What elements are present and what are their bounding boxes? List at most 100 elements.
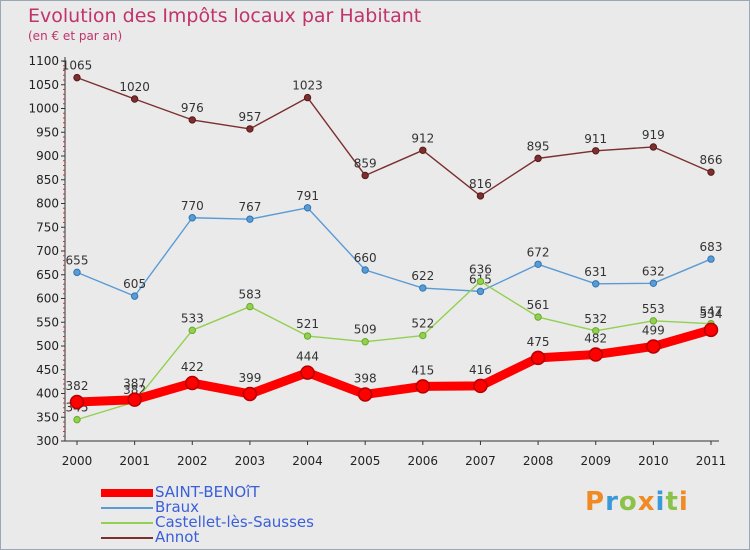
x-tick-label: 2000 xyxy=(62,454,93,468)
y-tick-label: 300 xyxy=(36,434,59,448)
y-tick-label: 550 xyxy=(36,315,59,329)
y-tick-label: 1100 xyxy=(28,54,59,68)
data-label: 1065 xyxy=(62,59,93,73)
data-label: 553 xyxy=(642,302,665,316)
data-point xyxy=(246,125,254,133)
series-line-castellet-l-s-sausses xyxy=(76,280,712,421)
y-tick-label: 500 xyxy=(36,339,59,353)
data-label: 534 xyxy=(700,307,723,321)
data-label: 976 xyxy=(181,101,204,115)
data-label: 522 xyxy=(411,317,434,331)
data-label: 499 xyxy=(642,323,665,337)
data-point xyxy=(69,394,85,410)
legend-swatch xyxy=(101,537,153,539)
data-label: 482 xyxy=(584,332,607,346)
legend-swatch xyxy=(101,522,153,524)
data-point xyxy=(73,415,81,424)
data-point xyxy=(361,266,369,274)
data-point xyxy=(130,292,139,300)
data-point xyxy=(300,365,315,380)
data-point xyxy=(530,350,546,366)
data-point xyxy=(649,317,658,325)
data-point xyxy=(415,379,431,394)
data-point xyxy=(188,326,196,335)
data-point xyxy=(419,284,427,292)
data-point xyxy=(127,392,142,407)
data-label: 816 xyxy=(469,177,492,191)
data-point xyxy=(188,116,196,124)
data-point xyxy=(476,287,485,296)
legend-label: SAINT-BENOîT xyxy=(155,483,260,501)
data-point xyxy=(188,214,196,222)
x-tick-label: 2005 xyxy=(350,454,381,468)
series-line-braux xyxy=(76,207,712,297)
data-point xyxy=(303,93,312,102)
proxiti-logo: Proxiti xyxy=(585,487,689,517)
y-tick-label: 450 xyxy=(36,363,59,377)
data-point xyxy=(242,386,258,402)
data-point xyxy=(703,322,719,338)
data-point xyxy=(185,375,200,391)
data-label: 632 xyxy=(642,264,665,278)
data-point xyxy=(357,387,373,402)
data-point xyxy=(246,302,254,311)
data-label: 895 xyxy=(527,139,550,153)
legend-swatch xyxy=(101,507,153,509)
x-tick-label: 2003 xyxy=(235,454,266,468)
y-tick-label: 650 xyxy=(36,268,59,282)
data-label: 767 xyxy=(238,200,261,214)
data-label: 770 xyxy=(181,199,204,213)
legend-label: Braux xyxy=(155,498,200,516)
x-tick-label: 2002 xyxy=(177,454,208,468)
data-point xyxy=(646,339,661,354)
data-label: 866 xyxy=(700,153,723,167)
x-tick-label: 2004 xyxy=(292,454,323,468)
data-label: 444 xyxy=(296,350,319,364)
y-tick-label: 700 xyxy=(36,244,59,258)
y-tick-label: 1000 xyxy=(28,102,59,116)
data-point xyxy=(419,331,427,340)
data-point xyxy=(361,171,369,180)
data-point xyxy=(473,378,488,394)
data-point xyxy=(73,73,81,82)
y-tick-label: 950 xyxy=(36,125,59,139)
x-tick-label: 2007 xyxy=(465,454,496,468)
data-label: 672 xyxy=(527,245,550,259)
data-label: 475 xyxy=(527,335,550,349)
data-label: 399 xyxy=(238,371,261,385)
data-label: 521 xyxy=(296,317,319,331)
x-tick-label: 2008 xyxy=(523,454,554,468)
y-tick-label: 850 xyxy=(36,173,59,187)
data-label: 561 xyxy=(527,298,550,312)
data-label: 415 xyxy=(411,363,434,377)
data-label: 583 xyxy=(238,288,261,302)
data-point xyxy=(246,215,254,223)
data-point xyxy=(419,146,427,155)
data-point xyxy=(130,95,139,103)
x-tick-label: 2001 xyxy=(119,454,150,468)
series-line-annot xyxy=(76,76,712,197)
chart-subtitle: (en € et par an) xyxy=(28,29,123,43)
data-label: 422 xyxy=(181,360,204,374)
data-label: 636 xyxy=(469,262,492,276)
x-tick-label: 2010 xyxy=(638,454,669,468)
y-tick-label: 350 xyxy=(36,410,59,424)
x-tick-label: 2009 xyxy=(580,454,611,468)
data-point xyxy=(707,168,715,176)
data-point xyxy=(534,260,542,268)
data-point xyxy=(707,255,715,263)
data-label: 1020 xyxy=(119,80,150,94)
data-point xyxy=(361,338,369,346)
data-label: 683 xyxy=(700,240,723,254)
y-tick-label: 800 xyxy=(36,197,59,211)
data-label: 919 xyxy=(642,128,665,142)
y-tick-label: 900 xyxy=(36,149,59,163)
data-label: 660 xyxy=(354,251,377,265)
data-label: 957 xyxy=(238,110,261,124)
data-label: 655 xyxy=(66,253,89,267)
legend-label: Annot xyxy=(155,528,200,546)
data-label: 791 xyxy=(296,189,319,203)
data-point xyxy=(73,268,81,277)
